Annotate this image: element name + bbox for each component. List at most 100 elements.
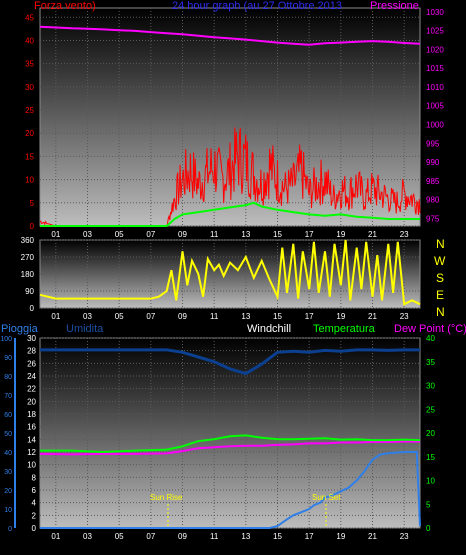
wind-axis-tick: 35 [25, 60, 34, 69]
temperature-axis-tick: 15 [426, 453, 435, 462]
pressure-line [39, 25, 421, 46]
x-tick-label: 23 [400, 312, 409, 321]
humidity-axis-tick: 20 [4, 488, 12, 495]
direction-axis-tick: 270 [21, 253, 35, 262]
pressure-axis-tick: 1020 [426, 45, 444, 54]
rain-axis-tick: 20 [27, 397, 36, 406]
pressure-axis-tick: 1010 [426, 83, 444, 92]
temperature-axis-tick: 25 [426, 405, 435, 414]
wind-axis-tick: 10 [25, 176, 34, 185]
x-tick-label: 17 [305, 532, 314, 541]
rain-axis-tick: 10 [27, 461, 36, 470]
x-tick-label: 11 [210, 230, 219, 239]
x-tick-label: 03 [83, 312, 92, 321]
temperature-line [40, 434, 421, 454]
dewpoint-line [39, 440, 420, 456]
humidity-axis-tick: 60 [4, 412, 12, 419]
x-tick-label: 13 [241, 312, 250, 321]
rain-axis-tick: 22 [27, 385, 36, 394]
rain-axis-tick: 16 [27, 423, 36, 432]
windchill-legend: Windchill [247, 323, 291, 335]
bottom-plot-area [39, 337, 421, 529]
x-tick-label: 05 [115, 532, 124, 541]
rain-axis-tick: 28 [27, 347, 36, 356]
x-tick-label: 15 [273, 230, 282, 239]
compass-e: E [436, 288, 444, 302]
compass-n-bottom: N [436, 305, 445, 319]
x-tick-label: 07 [146, 312, 155, 321]
temperature-legend: Temperatura [313, 323, 376, 335]
x-tick-label: 11 [210, 532, 219, 541]
humidity-axis-tick: 100 [0, 336, 12, 343]
humidity-axis-tick: 80 [4, 374, 12, 381]
x-tick-label: 09 [178, 532, 187, 541]
humidity-axis-tick: 0 [8, 526, 12, 533]
wind-axis-tick: 15 [25, 152, 34, 161]
wind-axis-tick: 45 [25, 13, 34, 22]
wind-axis-title: Forza vento) [34, 0, 96, 12]
x-tick-label: 11 [210, 312, 219, 321]
direction-axis-tick: 0 [30, 304, 35, 313]
rain-axis-tick: 18 [27, 410, 36, 419]
pressure-axis-tick: 1025 [426, 27, 444, 36]
x-tick-label: 21 [368, 532, 377, 541]
wind-axis-tick: 30 [25, 83, 34, 92]
pressure-axis-tick: 1015 [426, 64, 444, 73]
pressure-axis-tick: 975 [426, 214, 440, 223]
temperature-axis-tick: 40 [426, 334, 435, 343]
humidity-axis-tick: 70 [4, 393, 12, 400]
x-tick-label: 21 [368, 312, 377, 321]
rain-axis-title: Pioggia [1, 323, 39, 335]
x-tick-label: 01 [51, 312, 60, 321]
rain-axis-tick: 6 [32, 486, 37, 495]
temperature-axis-tick: 35 [426, 358, 435, 367]
x-tick-label: 01 [51, 230, 60, 239]
pressure-axis-tick: 985 [426, 177, 440, 186]
x-tick-label: 17 [305, 312, 314, 321]
humidity-line [40, 348, 420, 376]
compass-w: W [434, 254, 446, 268]
wind-axis-tick: 20 [25, 129, 34, 138]
x-tick-label: 07 [146, 230, 155, 239]
x-tick-label: 19 [336, 312, 345, 321]
wind-axis-tick: 25 [25, 106, 34, 115]
rain-axis-tick: 24 [27, 372, 36, 381]
pressure-axis-title: Pressione [370, 0, 419, 12]
x-tick-label: 05 [115, 312, 124, 321]
x-tick-label: 19 [336, 532, 345, 541]
x-tick-label: 15 [273, 312, 282, 321]
x-tick-label: 05 [115, 230, 124, 239]
x-tick-label: 19 [336, 230, 345, 239]
rain-axis-tick: 2 [32, 511, 37, 520]
x-tick-label: 15 [273, 532, 282, 541]
pressure-axis-tick: 995 [426, 139, 440, 148]
pressure-axis-tick: 1000 [426, 121, 444, 130]
wind-direction-line [39, 239, 421, 306]
graph-title: 24 hour graph (au 27 Ottobre 2013 [172, 0, 342, 12]
pressure-axis-tick: 1030 [426, 8, 444, 17]
x-tick-label: 09 [178, 230, 187, 239]
compass-n-top: N [436, 237, 445, 251]
sunrise-label: Sun Rise [150, 493, 183, 502]
humidity-axis-tick: 90 [4, 355, 12, 362]
temperature-axis-tick: 10 [426, 477, 435, 486]
direction-axis-tick: 360 [21, 236, 35, 245]
rain-axis-tick: 8 [32, 473, 37, 482]
temperature-axis-tick: 5 [426, 500, 431, 509]
compass-s: S [436, 271, 444, 285]
rain-axis-tick: 0 [32, 524, 37, 533]
rain-line [40, 451, 421, 529]
x-tick-label: 23 [400, 532, 409, 541]
dewpoint-legend: Dew Point (°C) [394, 323, 466, 335]
x-tick-label: 03 [83, 230, 92, 239]
temperature-axis-tick: 30 [426, 382, 435, 391]
wind-axis-tick: 0 [30, 222, 35, 231]
x-tick-label: 21 [368, 230, 377, 239]
temperature-axis-tick: 20 [426, 429, 435, 438]
wind-axis-tick: 40 [25, 36, 34, 45]
x-tick-label: 07 [146, 532, 155, 541]
rain-axis-tick: 4 [32, 499, 37, 508]
x-tick-label: 17 [305, 230, 314, 239]
pressure-axis-tick: 1005 [426, 102, 444, 111]
